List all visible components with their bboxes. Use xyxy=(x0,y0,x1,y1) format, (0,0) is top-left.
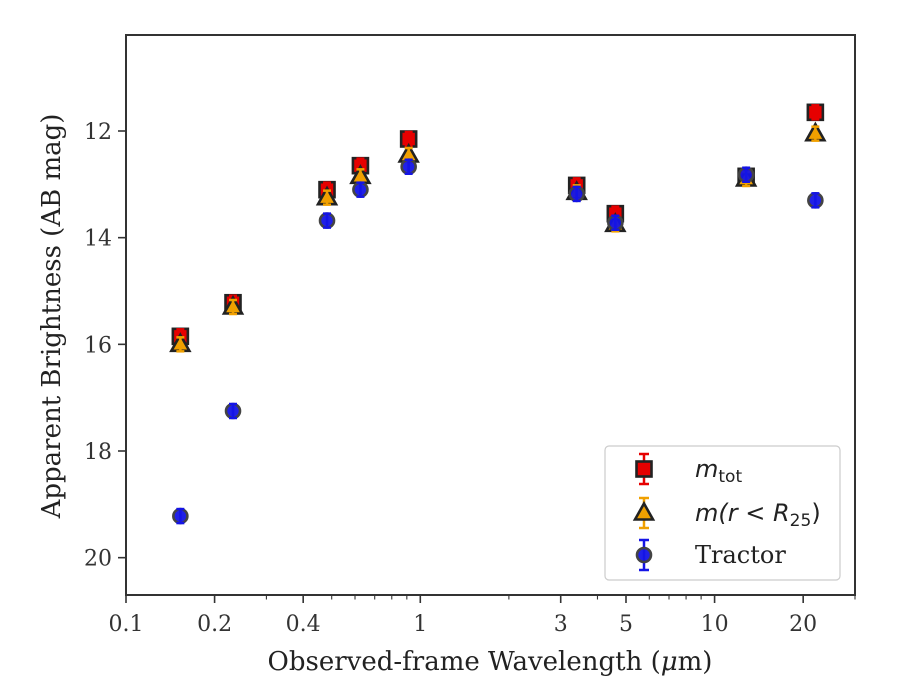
legend-label-mr25: m(r < R25) xyxy=(695,499,821,531)
legend-markers xyxy=(632,452,656,572)
series-mtot xyxy=(171,103,825,346)
x-tick-label: 1 xyxy=(413,612,427,637)
y-tick-label: 14 xyxy=(84,227,112,252)
x-tick-label: 20 xyxy=(789,612,817,637)
legend-marker-mr25 xyxy=(632,496,656,530)
y-tick-label: 16 xyxy=(84,333,112,358)
legend-marker-tractor xyxy=(635,538,653,572)
axis-ticks: 0.1 0.2 0.4 1 3 5 10 20 12 14 16 18 20 xyxy=(84,120,856,637)
legend-box xyxy=(604,445,841,581)
x-axis-label: Observed-frame Wavelength (μm) xyxy=(268,647,713,677)
series-mr25 xyxy=(169,121,827,353)
plot-frame xyxy=(125,34,856,596)
legend: mtot m(r < R25) Tractor xyxy=(604,445,841,581)
x-tick-label: 5 xyxy=(619,612,633,637)
legend-label-tractor: Tractor xyxy=(695,541,786,569)
legend-tractor-marker xyxy=(635,546,653,564)
x-tick-label: 0.1 xyxy=(109,612,144,637)
legend-mtot-marker xyxy=(635,460,653,478)
legend-label-mtot: mtot xyxy=(695,455,742,487)
x-tick-label: 10 xyxy=(701,612,729,637)
x-tick-label: 0.2 xyxy=(197,612,232,637)
legend-marker-mtot xyxy=(635,452,653,486)
series-tractor xyxy=(172,158,824,525)
y-tick-label: 20 xyxy=(84,547,112,572)
y-tick-label: 18 xyxy=(84,440,112,465)
y-tick-label: 12 xyxy=(84,120,112,145)
x-tick-label: 3 xyxy=(554,612,568,637)
y-axis-label: Apparent Brightness (AB mag) xyxy=(37,114,67,520)
x-tick-label: 0.4 xyxy=(286,612,321,637)
data-markers xyxy=(169,103,827,525)
legend-mr25-marker xyxy=(632,500,656,521)
